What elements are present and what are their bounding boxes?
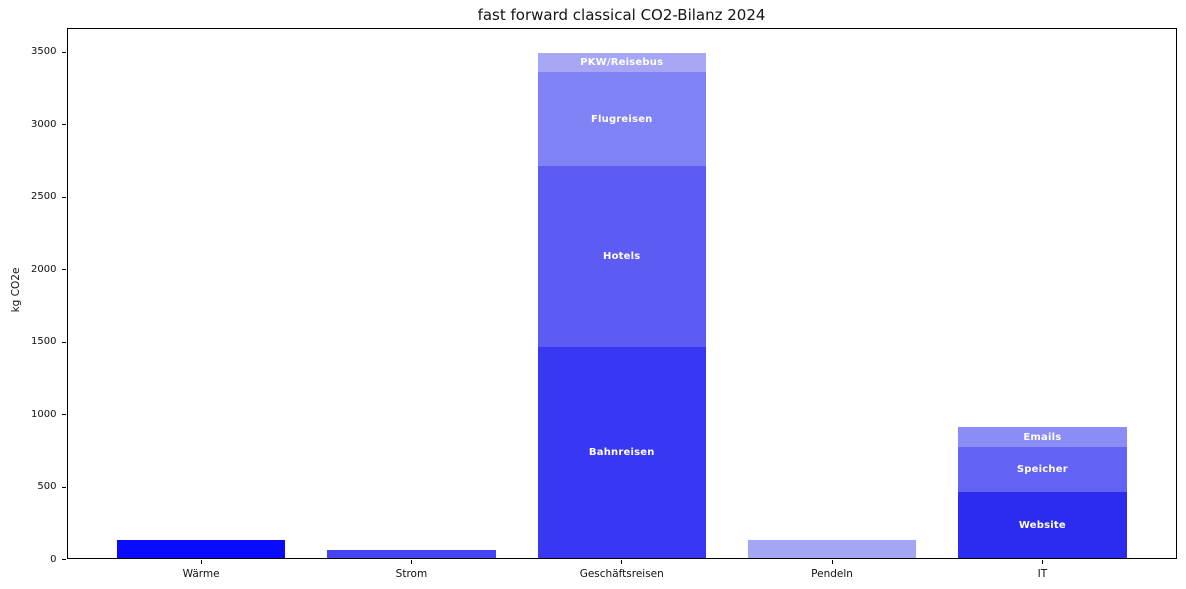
x-tick-mark	[410, 559, 412, 564]
bar-segment-label: Flugreisen	[590, 113, 653, 125]
bar-segment: Speicher	[958, 446, 1127, 492]
y-tick-label: 0	[50, 553, 57, 565]
y-tick-mark	[62, 341, 66, 343]
bar-segment-label: Speicher	[1016, 463, 1068, 475]
y-tick-label: 3500	[31, 46, 57, 58]
y-tick-label: 1500	[31, 336, 57, 348]
bar-segment: Website	[958, 491, 1127, 559]
y-tick-mark	[62, 51, 66, 53]
y-tick-mark	[62, 486, 66, 488]
bar-segment	[327, 549, 496, 559]
bar-segment-label: Website	[1018, 519, 1066, 531]
bar-segment: Hotels	[537, 166, 706, 347]
y-tick-label: 500	[37, 481, 57, 493]
bar-segment: PKW/Reisebus	[537, 52, 706, 73]
bar-segment-label: PKW/Reisebus	[580, 56, 664, 68]
y-tick-mark	[62, 196, 66, 198]
x-tick-mark	[621, 559, 623, 564]
x-tick-mark	[831, 559, 833, 564]
plot-area: Bahnreisen Hotels Flugreisen PKW/Reisebus We…	[66, 28, 1177, 560]
bar-segment-label: Hotels	[603, 251, 641, 263]
bar-segment: Bahnreisen	[537, 346, 706, 559]
bar-segment-label: Emails	[1023, 431, 1062, 443]
x-tick-label-3: Geschäftsreisen	[579, 567, 664, 580]
y-tick-label: 1000	[31, 408, 57, 420]
bar-segment-label: Bahnreisen	[588, 447, 655, 459]
y-tick-label: 2500	[31, 191, 57, 203]
x-tick-mark	[200, 559, 202, 564]
x-tick-mark	[1041, 559, 1043, 564]
y-tick-mark	[62, 559, 66, 560]
x-tick-label-4: Pendeln	[811, 567, 853, 580]
y-tick-mark	[62, 414, 66, 416]
bar-segment	[116, 539, 286, 559]
y-tick-label: 2000	[31, 263, 57, 275]
y-tick-mark	[62, 269, 66, 271]
bar-segment: Emails	[958, 427, 1127, 447]
y-tick-mark	[62, 124, 66, 126]
y-tick-label: 3000	[31, 118, 57, 130]
x-tick-label-2: Strom	[395, 567, 428, 580]
bar-segment	[747, 539, 917, 559]
x-tick-label-5: IT	[1037, 567, 1048, 580]
bar-segment: Flugreisen	[537, 72, 706, 167]
x-tick-label-1: Wärme	[182, 567, 220, 580]
chart-title: fast forward classical CO2-Bilanz 2024	[477, 6, 766, 24]
